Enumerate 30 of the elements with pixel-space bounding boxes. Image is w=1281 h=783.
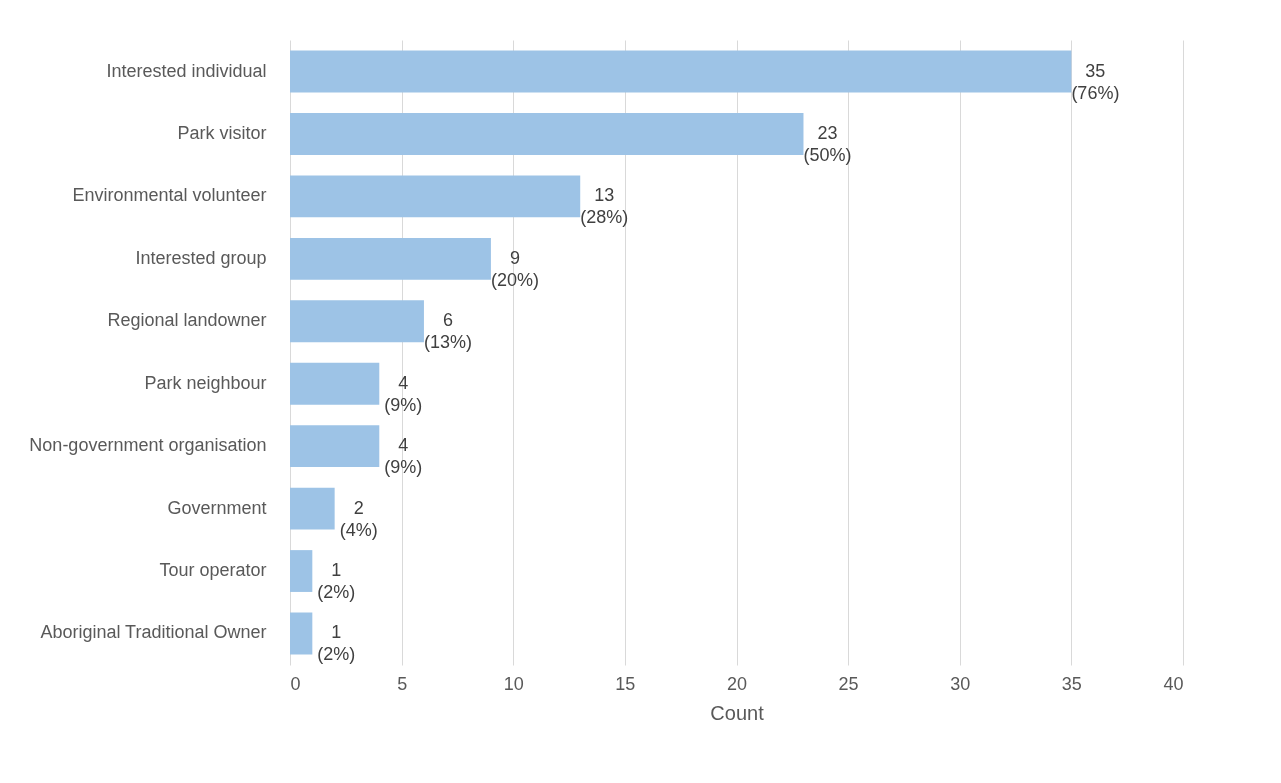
x-tick-label: 5 xyxy=(397,673,408,694)
data-label: 4 (9%) xyxy=(384,372,423,415)
x-tick-label: 25 xyxy=(838,673,859,694)
x-tick-label: 40 xyxy=(1163,673,1184,694)
x-tick-label: 20 xyxy=(726,673,748,694)
data-label: 9 (20%) xyxy=(490,247,539,290)
y-tick-label: Environmental volunteer xyxy=(72,185,267,206)
y-tick-label: Government xyxy=(167,497,267,518)
y-tick-label: Interested group xyxy=(135,247,267,268)
x-tick-label: 0 xyxy=(290,673,301,694)
y-tick-label: Interested individual xyxy=(106,60,267,81)
y-tick-label: Tour operator xyxy=(159,560,267,581)
x-tick-label: 30 xyxy=(950,673,971,694)
data-label: 1 (2%) xyxy=(317,560,356,603)
data-label: 2 (4%) xyxy=(339,497,378,540)
y-tick-label: Park neighbour xyxy=(144,372,267,393)
x-tick-label: 35 xyxy=(1061,673,1082,694)
y-tick-label: Non-government organisation xyxy=(29,435,267,456)
y-tick-label: Aboriginal Traditional Owner xyxy=(40,622,267,643)
y-tick-label: Regional landowner xyxy=(107,310,267,331)
data-label: 1 (2%) xyxy=(317,622,356,665)
data-label: 35 (76%) xyxy=(1071,60,1120,103)
x-tick-label: 15 xyxy=(615,673,636,694)
data-label: 23 (50%) xyxy=(803,122,852,165)
data-label: 13 (28%) xyxy=(580,185,629,228)
x-axis-title: Count xyxy=(710,701,765,724)
data-label: 4 (9%) xyxy=(384,435,423,478)
x-tick-label: 10 xyxy=(503,673,524,694)
y-tick-label: Park visitor xyxy=(177,122,267,143)
data-label: 6 (13%) xyxy=(423,310,472,353)
